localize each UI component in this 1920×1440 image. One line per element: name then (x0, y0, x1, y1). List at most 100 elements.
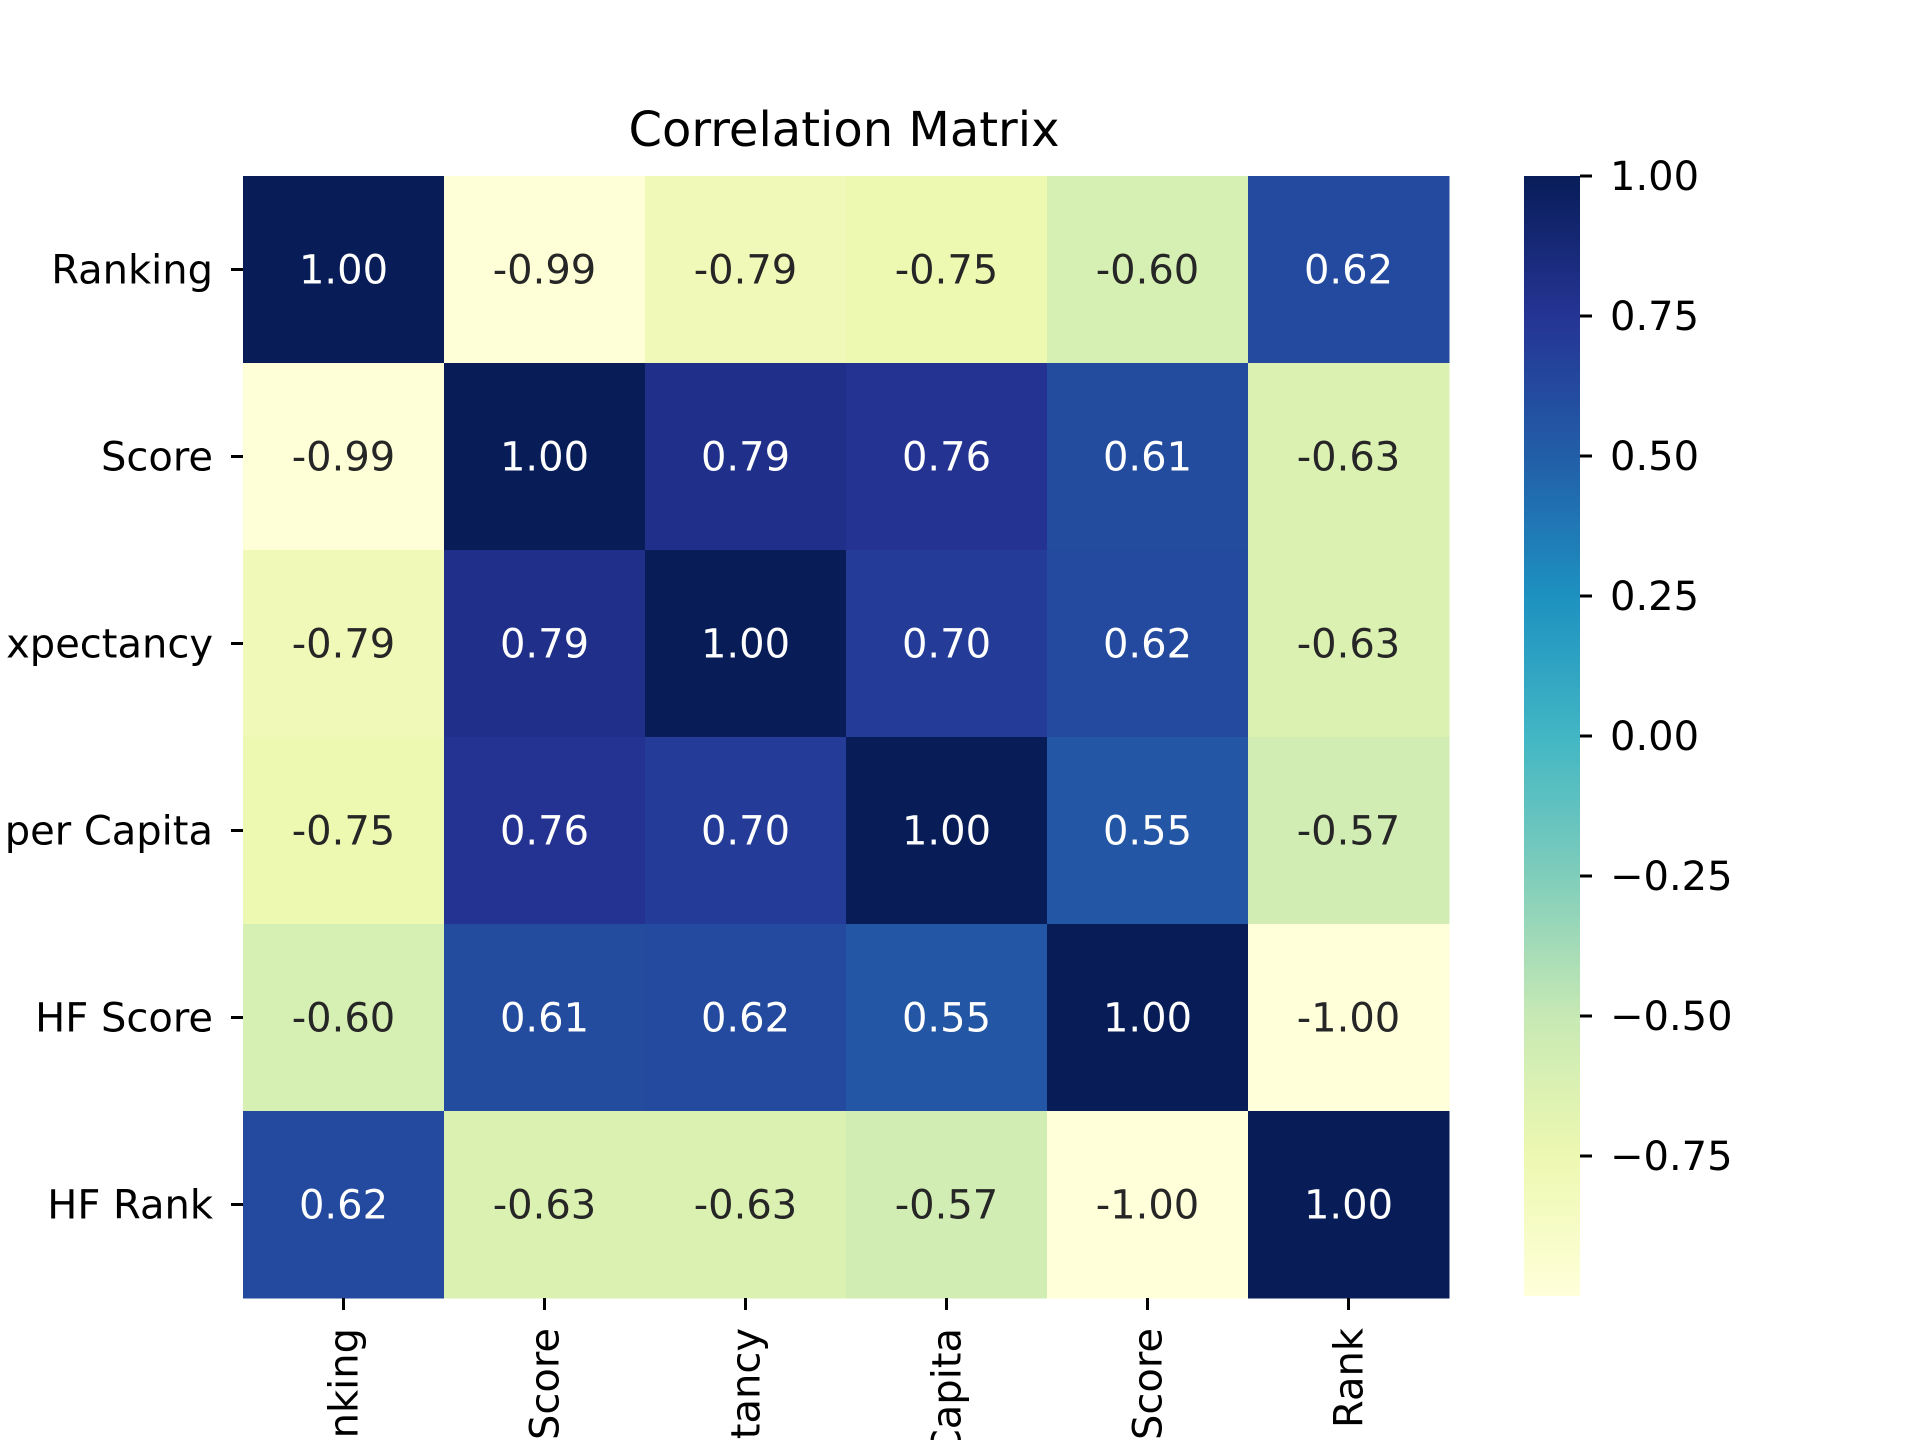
heatmap-cell (645, 363, 847, 551)
cell-value-label: 1.00 (299, 248, 388, 294)
heatmap-cell (1047, 363, 1249, 551)
heatmap-cell (846, 550, 1048, 738)
heatmap-cell (1248, 924, 1450, 1112)
heatmap-cell (444, 550, 646, 738)
heatmap-cell (444, 924, 646, 1112)
heatmap-cell (645, 550, 847, 738)
cell-value-label: 0.76 (902, 435, 991, 481)
x-tick-label: Score (1126, 1328, 1172, 1440)
y-tick-label: HF Rank (47, 1183, 214, 1229)
cell-value-label: -0.63 (1297, 622, 1401, 668)
cell-value-label: 0.55 (1103, 809, 1192, 855)
cell-value-label: 0.62 (701, 996, 790, 1042)
colorbar (1524, 176, 1580, 1296)
x-tick-label: Capita (925, 1328, 971, 1440)
chart-title: Correlation Matrix (628, 102, 1059, 158)
heatmap-cell (243, 737, 445, 925)
heatmap-cell (444, 737, 646, 925)
cell-value-label: -0.75 (895, 248, 999, 294)
y-tick-label: per Capita (5, 809, 213, 855)
cell-value-label: 1.00 (701, 622, 790, 668)
cell-value-label: 0.70 (902, 622, 991, 668)
cell-value-label: 1.00 (1304, 1183, 1393, 1229)
heatmap-cell (645, 176, 847, 364)
colorbar-tick-label: 0.50 (1610, 434, 1699, 480)
cell-value-label: 0.70 (701, 809, 790, 855)
heatmap-cell (846, 924, 1048, 1112)
heatmap-cell (645, 924, 847, 1112)
row-tick-labels: Ranking Score xpectancy per Capita HF Score H… (5, 248, 243, 1229)
heatmap-cell (645, 737, 847, 925)
cell-value-label: -0.99 (493, 248, 597, 294)
cell-value-label: 1.00 (1103, 996, 1192, 1042)
x-tick-label: F Rank (1327, 1327, 1373, 1440)
heatmap-cell (1248, 737, 1450, 925)
heatmap-cell (243, 1111, 445, 1299)
cell-value-label: -1.00 (1096, 1183, 1200, 1229)
cell-value-label: -0.60 (1096, 248, 1200, 294)
heatmap-cell (1248, 550, 1450, 738)
heatmap-cell (444, 176, 646, 364)
cell-value-label: -1.00 (1297, 996, 1401, 1042)
heatmap-cell (243, 363, 445, 551)
colorbar-tick-label: −0.75 (1610, 1134, 1733, 1180)
cell-value-label: 0.62 (1103, 622, 1192, 668)
cell-value-label: 0.55 (902, 996, 991, 1042)
colorbar-ticks: 1.00 0.75 0.50 0.25 0.00 −0.25 −0.50 −0.75 (1580, 154, 1733, 1180)
heatmap-cell (444, 363, 646, 551)
colorbar-tick-label: 1.00 (1610, 154, 1699, 200)
heatmap-cell (1248, 176, 1450, 364)
cell-value-label: 0.79 (701, 435, 790, 481)
cell-value-label: 1.00 (500, 435, 589, 481)
heatmap-cell (1047, 924, 1249, 1112)
cell-value-label: 0.61 (500, 996, 589, 1042)
colorbar-tick-label: −0.50 (1610, 994, 1733, 1040)
heatmap-cell-labels: 1.00 -0.99 -0.79 -0.75 -0.60 0.62 -0.99 1.00 0.7… (292, 248, 1401, 1229)
cell-value-label: -0.99 (292, 435, 396, 481)
cell-value-label: 1.00 (902, 809, 991, 855)
heatmap-cell (846, 1111, 1048, 1299)
cell-value-label: -0.57 (895, 1183, 999, 1229)
heatmap-cell (645, 1111, 847, 1299)
heatmap-cell (1047, 550, 1249, 738)
column-tick-labels: anking Score ctancy Capita Score F Rank (322, 1298, 1373, 1440)
heatmap-cell (1047, 737, 1249, 925)
cell-value-label: -0.79 (292, 622, 396, 668)
cell-value-label: -0.60 (292, 996, 396, 1042)
heatmap-cell (1047, 1111, 1249, 1299)
heatmap-cell (243, 176, 445, 364)
heatmap-cell (846, 363, 1048, 551)
cell-value-label: -0.79 (694, 248, 798, 294)
heatmap-cell (846, 737, 1048, 925)
y-tick-label: xpectancy (6, 622, 213, 668)
cell-value-label: -0.63 (493, 1183, 597, 1229)
y-tick-label: HF Score (35, 996, 213, 1042)
x-tick-label: Score (523, 1328, 569, 1440)
cell-value-label: 0.62 (299, 1183, 388, 1229)
heatmap-cell (1047, 176, 1249, 364)
colorbar-tick-label: 0.00 (1610, 714, 1699, 760)
cell-value-label: 0.62 (1304, 248, 1393, 294)
cell-value-label: -0.57 (1297, 809, 1401, 855)
heatmap-cell (1248, 1111, 1450, 1299)
heatmap-cell (243, 924, 445, 1112)
x-tick-label: ctancy (724, 1328, 770, 1440)
cell-value-label: 0.79 (500, 622, 589, 668)
y-tick-label: Ranking (51, 248, 213, 294)
heatmap-cell (1248, 363, 1450, 551)
x-tick-label: anking (322, 1328, 368, 1440)
cell-value-label: -0.63 (1297, 435, 1401, 481)
heatmap-cells (243, 176, 1450, 1299)
y-tick-label: Score (101, 435, 213, 481)
heatmap-cell (243, 550, 445, 738)
heatmap-cell (444, 1111, 646, 1299)
cell-value-label: -0.75 (292, 809, 396, 855)
colorbar-tick-label: 0.75 (1610, 294, 1699, 340)
cell-value-label: 0.61 (1103, 435, 1192, 481)
cell-value-label: -0.63 (694, 1183, 798, 1229)
heatmap-cell (846, 176, 1048, 364)
cell-value-label: 0.76 (500, 809, 589, 855)
colorbar-tick-label: −0.25 (1610, 854, 1733, 900)
colorbar-tick-label: 0.25 (1610, 574, 1699, 620)
